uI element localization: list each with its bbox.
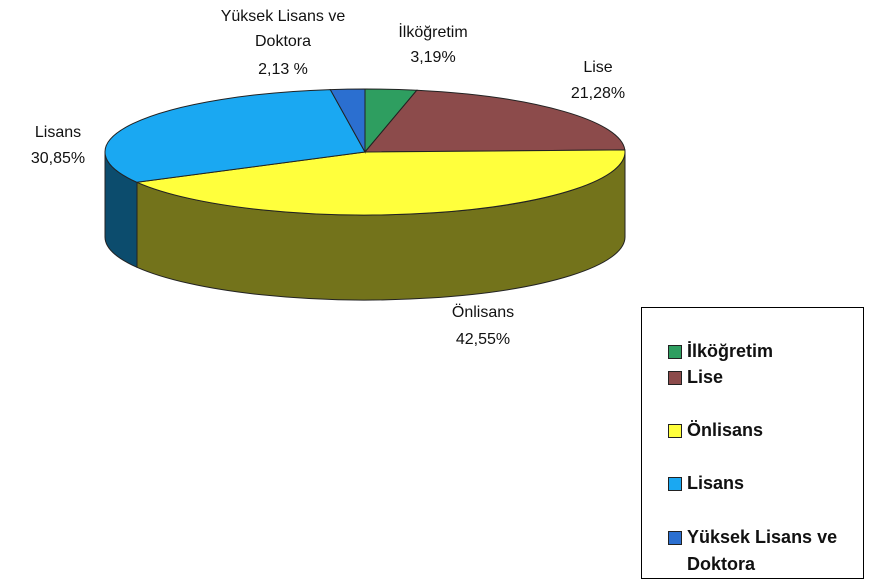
- legend-swatch: [668, 531, 682, 545]
- slice: [104, 89, 366, 183]
- legend: İlköğretim Lise Önlisans Lisans Yüksek Lisan…: [641, 307, 864, 579]
- slice: [363, 89, 626, 153]
- legend-label: Lisans: [687, 473, 745, 493]
- slice-label: Önlisans: [451, 304, 515, 321]
- legend-swatch: [668, 424, 682, 438]
- legend-item: Lise: [668, 364, 857, 391]
- slice-label: Yüksek Lisans ve Doktora: [220, 8, 346, 50]
- slice-label: Lise: [583, 59, 613, 76]
- value-label: 2,13 %: [258, 61, 308, 78]
- legend-label: Lise: [687, 367, 724, 387]
- legend-swatch: [668, 477, 682, 491]
- legend-label: Önlisans: [687, 420, 764, 440]
- legend-label: Yüksek Lisans ve Doktora: [687, 527, 838, 574]
- legend-swatch: [668, 371, 682, 385]
- legend-item: Lisans: [668, 470, 857, 497]
- legend-label: İlköğretim: [687, 341, 774, 361]
- value-label: 30,85%: [30, 150, 86, 167]
- legend-swatch: [668, 345, 682, 359]
- legend-item: Yüksek Lisans ve Doktora: [668, 524, 857, 578]
- legend-item: Önlisans: [668, 417, 857, 444]
- value-label: 3,19%: [410, 49, 456, 66]
- value-label: 21,28%: [570, 85, 626, 102]
- slice-label: İlköğretim: [398, 24, 468, 41]
- slice: [329, 88, 366, 154]
- legend-item: İlköğretim: [668, 338, 857, 365]
- slice-label: Lisans: [34, 124, 82, 141]
- value-label: 42,55%: [455, 331, 511, 348]
